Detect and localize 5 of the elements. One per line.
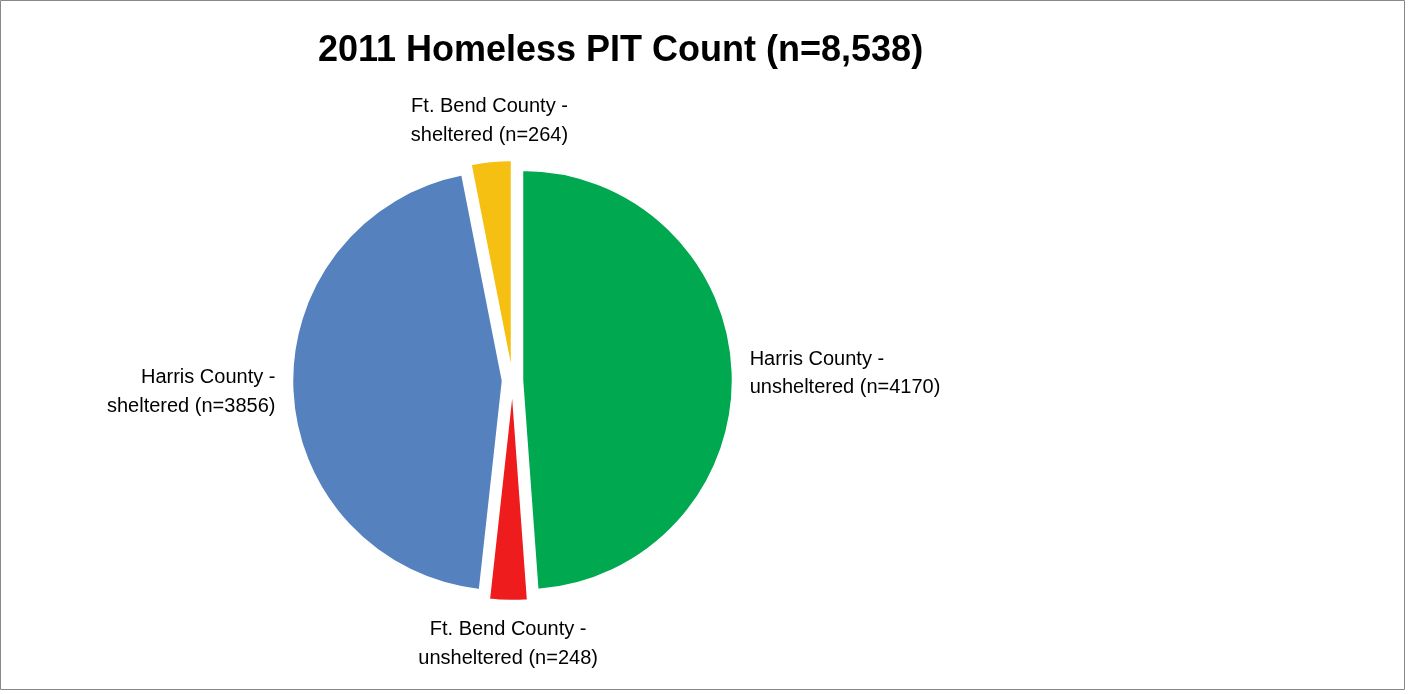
slice-label: Harris County - sheltered (n=3856) [106,365,276,416]
slice-label: Harris County - unsheltered (n=4170) [749,346,941,398]
slice-label: Ft. Bend County - sheltered (n=264) [410,94,569,145]
slice-label: Ft. Bend County - unsheltered (n=248) [418,617,598,669]
chart-title: 2011 Homeless PIT Count (n=8,538) [317,28,924,69]
